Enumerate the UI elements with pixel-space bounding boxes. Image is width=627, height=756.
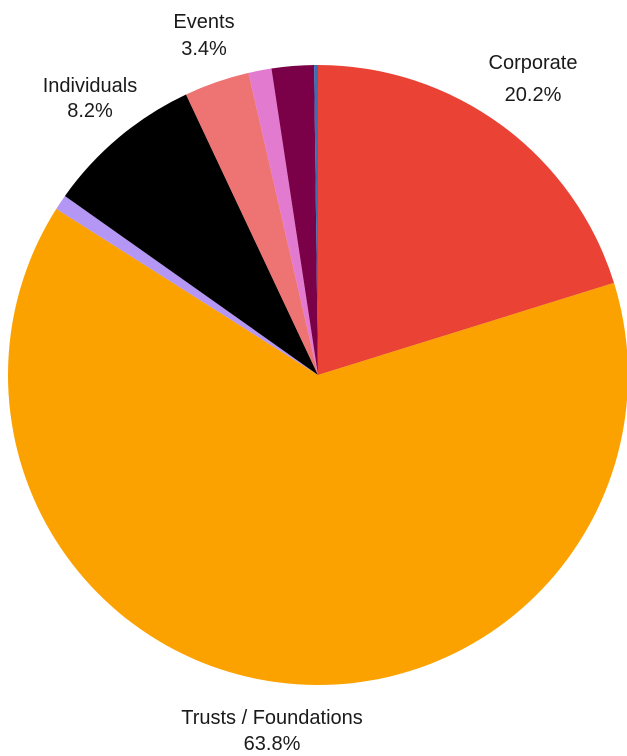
label-events: Events 3.4% bbox=[173, 11, 234, 60]
label-individuals: Individuals 8.2% bbox=[43, 75, 138, 122]
label-trusts-foundations: Trusts / Foundations 63.8% bbox=[181, 707, 363, 755]
label-events-name: Events bbox=[173, 11, 234, 33]
pie-slice-unlabeled-2 bbox=[56, 195, 318, 375]
pie-slice-trusts-foundations bbox=[8, 208, 627, 685]
pie-slice-individuals bbox=[64, 94, 319, 375]
label-trusts-value: 63.8% bbox=[244, 733, 301, 755]
pie-slice-unlabeled-6 bbox=[271, 65, 318, 376]
label-trusts-name: Trusts / Foundations bbox=[181, 707, 363, 729]
pie-slice-unlabeled-7 bbox=[314, 64, 318, 375]
pie-slice-unlabeled-5 bbox=[248, 68, 318, 376]
pie-slices bbox=[8, 64, 627, 685]
label-individuals-name: Individuals bbox=[43, 75, 138, 97]
label-corporate: Corporate 20.2% bbox=[489, 52, 578, 106]
label-events-value: 3.4% bbox=[181, 38, 227, 60]
pie-slice-corporate bbox=[318, 65, 615, 375]
label-corporate-value: 20.2% bbox=[505, 84, 562, 106]
pie-slice-events bbox=[186, 72, 318, 376]
label-corporate-name: Corporate bbox=[489, 52, 578, 74]
label-individuals-value: 8.2% bbox=[67, 100, 113, 122]
